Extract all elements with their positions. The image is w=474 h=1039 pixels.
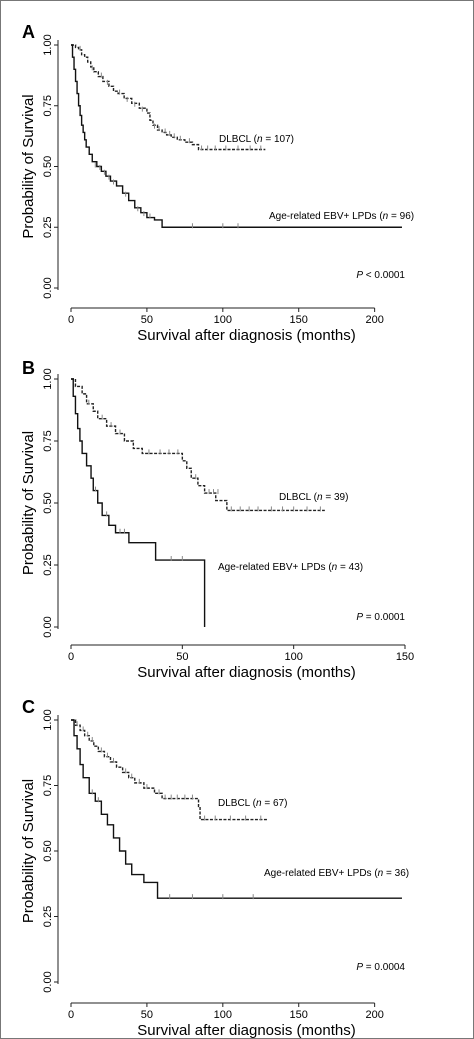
survival-curve (71, 719, 402, 899)
y-tick-label: 0.25 (42, 906, 54, 927)
x-tick-label: 100 (214, 1009, 232, 1021)
survival-curve (71, 719, 269, 821)
survival-curve (71, 44, 266, 151)
series-label: Age-related EBV+ LPDs (n = 36) (264, 868, 409, 879)
y-tick-label: 0.00 (42, 616, 54, 637)
y-tick-label: 1.00 (42, 368, 54, 389)
y-tick-label: 0.50 (42, 840, 54, 861)
series-label: Age-related EBV+ LPDs (n = 96) (269, 211, 414, 222)
x-tick-label: 150 (396, 651, 414, 663)
series-label: DLBCL (n = 107) (219, 134, 294, 145)
y-tick-label: 0.75 (42, 95, 54, 116)
km-panel-b: B 0.00 0.25 0.50 0.75 1.00 0 50 100 150 Probabilit… (20, 358, 414, 681)
x-axis-title: Survival after diagnosis (months) (137, 327, 355, 344)
x-tick-label: 0 (68, 1009, 74, 1021)
y-tick-label: 0.00 (42, 971, 54, 992)
y-tick-label: 0.75 (42, 775, 54, 796)
y-tick-label: 0.25 (42, 217, 54, 238)
x-tick-label: 0 (68, 651, 74, 663)
panel-letter: B (22, 358, 35, 378)
p-value: P = 0.0001 (356, 612, 405, 623)
panel-letter: C (22, 697, 35, 717)
survival-curve (71, 44, 402, 228)
km-panel-c: C 0.00 0.25 0.50 0.75 1.00 0 50 100 150 200 Probabi… (20, 697, 409, 1039)
y-axis-title: Probability of Survival (20, 431, 37, 575)
x-tick-label: 100 (214, 314, 232, 326)
x-tick-label: 100 (284, 651, 302, 663)
y-tick-label: 1.00 (42, 709, 54, 730)
x-tick-label: 200 (365, 1009, 383, 1021)
ebv-lpd-series: Age-related EBV+ LPDs (n = 96) (71, 44, 414, 229)
p-value: P = 0.0004 (356, 962, 405, 973)
y-tick-label: 1.00 (42, 34, 54, 55)
y-tick-label: 0.50 (42, 492, 54, 513)
y-axis-title: Probability of Survival (20, 779, 37, 923)
x-tick-label: 150 (290, 314, 308, 326)
y-tick-label: 0.00 (42, 277, 54, 298)
y-tick-label: 0.25 (42, 554, 54, 575)
km-panel-a: A 0.00 0.25 0.50 0.75 1.00 0 50 100 150 200 Probabi… (20, 22, 414, 344)
x-axis-title: Survival after diagnosis (months) (137, 664, 355, 681)
panel-letter: A (22, 22, 35, 42)
dlbcl-series: DLBCL (n = 107) (71, 44, 294, 151)
x-tick-label: 0 (68, 314, 74, 326)
y-tick-label: 0.50 (42, 156, 54, 177)
x-tick-label: 200 (365, 314, 383, 326)
p-value: P < 0.0001 (356, 270, 405, 281)
series-label: Age-related EBV+ LPDs (n = 43) (218, 562, 363, 573)
x-tick-label: 50 (176, 651, 188, 663)
x-axis-title: Survival after diagnosis (months) (137, 1022, 355, 1039)
x-tick-label: 50 (141, 314, 153, 326)
ebv-lpd-series: Age-related EBV+ LPDs (n = 36) (71, 719, 409, 900)
dlbcl-series: DLBCL (n = 39) (71, 378, 348, 512)
ebv-lpd-series: Age-related EBV+ LPDs (n = 43) (71, 378, 363, 627)
series-label: DLBCL (n = 39) (279, 492, 348, 503)
y-axis-title: Probability of Survival (20, 94, 37, 238)
x-tick-label: 150 (290, 1009, 308, 1021)
survival-curve (71, 378, 325, 512)
series-label: DLBCL (n = 67) (218, 798, 287, 809)
x-tick-label: 50 (141, 1009, 153, 1021)
dlbcl-series: DLBCL (n = 67) (71, 719, 287, 821)
y-tick-label: 0.75 (42, 430, 54, 451)
survival-curve (71, 378, 206, 627)
